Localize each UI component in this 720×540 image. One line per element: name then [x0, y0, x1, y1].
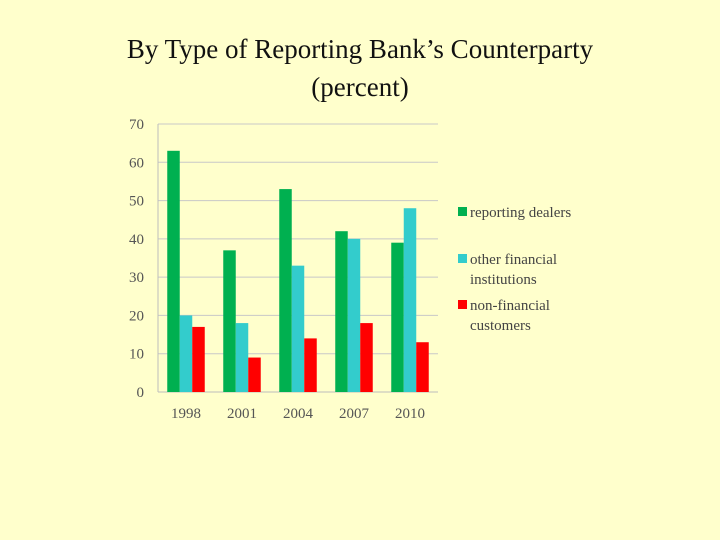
y-tick-label: 50	[129, 194, 144, 210]
bar	[403, 208, 417, 392]
bar	[391, 242, 404, 392]
x-tick-label: 2001	[227, 406, 257, 422]
bar	[248, 357, 261, 392]
bar	[223, 250, 236, 392]
legend-swatch	[458, 300, 467, 309]
bar	[304, 338, 317, 392]
bar	[279, 189, 292, 392]
legend-label: reporting dealers	[470, 205, 571, 221]
y-tick-label: 30	[129, 270, 144, 286]
y-tick-label: 60	[129, 155, 144, 171]
chart-title-line1: By Type of Reporting Bank’s Counterparty	[126, 34, 594, 64]
legend-label: non-financial	[470, 298, 550, 314]
y-tick-label: 10	[129, 347, 144, 363]
x-tick-label: 2010	[395, 406, 425, 422]
y-tick-label: 20	[129, 308, 144, 324]
legend-label: institutions	[470, 272, 537, 288]
y-tick-label: 0	[137, 385, 145, 401]
bar	[192, 326, 205, 392]
bar	[235, 323, 249, 392]
bar	[291, 265, 305, 392]
legend-swatch	[458, 254, 467, 263]
legend-label: other financial	[470, 252, 557, 268]
bar	[416, 342, 429, 392]
bar	[167, 150, 180, 392]
legend-swatch	[458, 207, 467, 216]
bar	[335, 231, 348, 392]
bar	[347, 238, 361, 392]
x-tick-label: 1998	[171, 406, 201, 422]
bar	[179, 315, 193, 392]
legend-label: customers	[470, 318, 531, 334]
y-tick-label: 40	[129, 232, 144, 248]
chart-title-line2: (percent)	[311, 72, 409, 102]
x-tick-label: 2004	[283, 406, 314, 422]
chart-title: By Type of Reporting Bank’s Counterparty…	[0, 30, 720, 106]
bar	[360, 323, 373, 392]
y-tick-label: 70	[129, 117, 144, 133]
x-tick-label: 2007	[339, 406, 370, 422]
